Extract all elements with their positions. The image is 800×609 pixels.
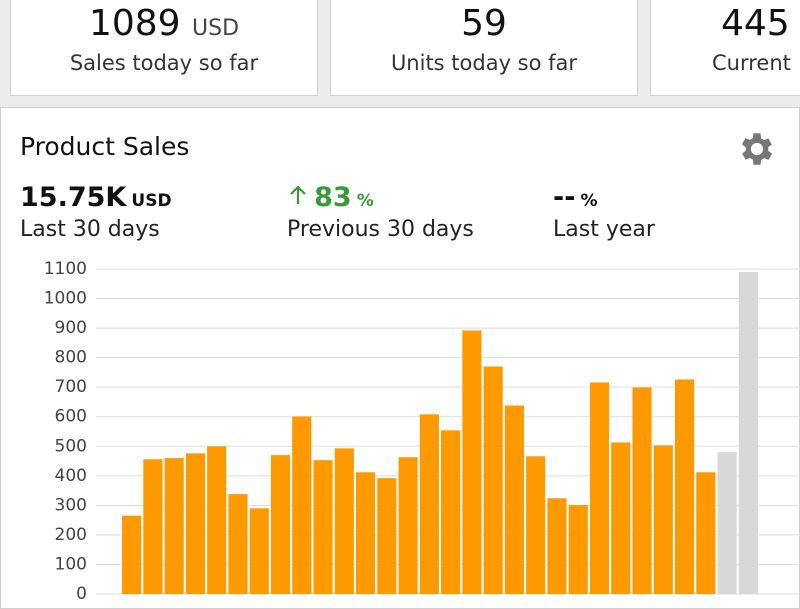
card-value: 59 <box>461 3 507 44</box>
y-tick-label: 0 <box>76 584 87 600</box>
y-tick-label: 400 <box>55 466 87 486</box>
chart: 0 100 200 300 400 500 600 700 800 900 1000 1100 <box>44 260 800 600</box>
bar <box>292 416 312 594</box>
y-tick-label: 1000 <box>44 289 87 309</box>
card[interactable]: 1089 USD Sales today so far <box>10 0 318 96</box>
bar <box>228 494 248 594</box>
card[interactable]: 59 Units today so far <box>330 0 638 96</box>
stat: 83 % Previous 30 days <box>287 182 474 242</box>
bar <box>355 472 376 594</box>
bar <box>738 271 758 594</box>
bar <box>270 455 291 594</box>
bar <box>377 478 397 594</box>
stat: 15.75K USD Last 30 days <box>20 182 172 242</box>
bar <box>674 379 695 594</box>
y-tick-label: 1100 <box>44 260 87 279</box>
card-label: Sales today so far <box>69 51 259 75</box>
bar <box>483 366 503 594</box>
stat: -- % Last year <box>553 182 655 242</box>
bar <box>696 472 716 594</box>
card[interactable]: 445 Current <box>650 0 800 96</box>
bar <box>547 498 567 594</box>
y-tick-label: 300 <box>55 495 87 515</box>
stat-label: Last year <box>553 217 655 242</box>
unit: USD <box>192 16 240 41</box>
stat-label: Last 30 days <box>20 217 160 242</box>
bar <box>462 330 482 594</box>
bar <box>334 448 354 594</box>
y-tick-label: 200 <box>55 525 87 545</box>
bar <box>185 453 206 594</box>
up-arrow <box>290 185 306 204</box>
stat-value: -- <box>553 182 576 213</box>
bar <box>653 445 673 594</box>
settings-icon[interactable] <box>736 128 778 170</box>
bar <box>143 459 163 594</box>
bar <box>122 515 142 594</box>
value: 1089 <box>88 3 181 44</box>
stat-value: 83 <box>314 182 352 213</box>
bar <box>419 414 439 594</box>
stat-unit: % <box>356 191 374 211</box>
stat-label: Previous 30 days <box>287 217 474 242</box>
bar <box>717 452 737 594</box>
bar <box>441 430 461 594</box>
bar <box>164 458 184 594</box>
y-tick-label: 500 <box>55 436 87 456</box>
y-tick-label: 100 <box>55 554 87 574</box>
panel-title: Product Sales <box>20 132 190 161</box>
bar <box>207 446 227 594</box>
bar <box>611 442 631 594</box>
bar <box>632 387 652 594</box>
y-tick-label: 800 <box>55 348 87 368</box>
card-value: 445 <box>721 3 790 44</box>
stat-unit: USD <box>131 191 172 211</box>
bar <box>526 456 546 594</box>
stat-value: 15.75K <box>20 182 127 213</box>
bar <box>398 457 418 594</box>
bar <box>568 505 588 594</box>
y-tick-label: 900 <box>55 318 87 338</box>
card-label: Units today so far <box>390 51 578 75</box>
y-tick-label: 700 <box>55 377 87 397</box>
bar <box>313 460 333 594</box>
bar <box>504 405 525 594</box>
y-tick-label: 600 <box>55 407 87 427</box>
card-value: 1089 USD <box>11 3 317 44</box>
bar <box>249 508 269 594</box>
bar <box>589 382 610 594</box>
stat-unit: % <box>580 191 598 211</box>
card-label: Current <box>712 51 791 75</box>
